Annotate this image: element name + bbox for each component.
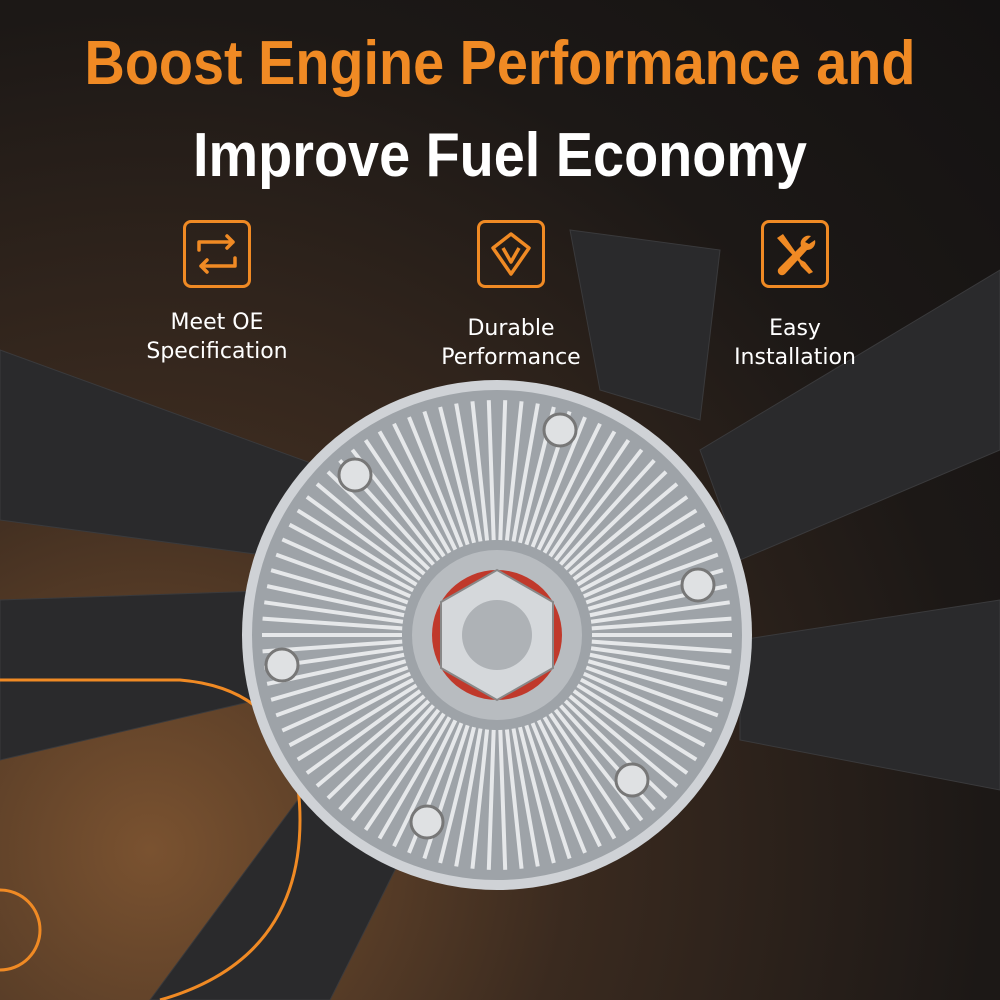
mounting-bolt-hole <box>680 567 716 603</box>
mounting-bolt-hole <box>264 647 300 683</box>
cooling-fin <box>563 470 668 571</box>
cooling-fin <box>422 410 470 546</box>
cooling-fin <box>591 639 732 654</box>
cooling-fin <box>590 600 730 624</box>
cooling-fin <box>542 430 617 554</box>
arrows-exchange-icon <box>183 220 251 288</box>
cooling-fin <box>579 677 706 748</box>
cooling-fin <box>392 422 458 551</box>
feature-label-line2: Specification <box>146 339 288 364</box>
cooling-fin <box>530 416 587 548</box>
cooling-fin <box>438 726 476 864</box>
cooling-fin <box>576 683 698 762</box>
cooling-fin <box>296 508 418 587</box>
cooling-fin <box>470 729 490 869</box>
cooling-fin <box>288 522 415 593</box>
cooling-fin <box>589 652 728 686</box>
orange-accent-circle <box>0 888 42 972</box>
cooling-fin <box>377 716 452 840</box>
cooling-fin <box>275 665 409 718</box>
cooling-fin <box>363 712 446 831</box>
cooling-fin <box>572 495 689 581</box>
cooling-fin <box>326 699 431 800</box>
cooling-fin <box>536 422 602 551</box>
cooling-fin <box>270 659 407 702</box>
cooling-fin <box>536 719 602 848</box>
cooling-fin <box>579 522 706 593</box>
cooling-fin <box>392 719 458 848</box>
cooling-fin <box>587 659 724 702</box>
feature-label-line2: Installation <box>734 345 856 370</box>
cooling-fin <box>281 537 412 599</box>
headline-line-2: Improve Fuel Economy <box>193 121 807 190</box>
cooling-fin <box>305 689 422 775</box>
feature-label-line1: Meet OE <box>170 310 264 335</box>
cooling-fin <box>576 508 698 587</box>
cooling-fin <box>266 584 405 618</box>
cooling-fin <box>548 712 631 831</box>
cooling-fin <box>363 439 446 558</box>
cooling-fin <box>590 646 730 670</box>
cooling-fin <box>504 401 524 541</box>
cooling-fin <box>568 694 679 788</box>
cooling-fin <box>504 729 524 869</box>
cooling-fin <box>524 724 572 860</box>
cooling-fin <box>559 459 656 566</box>
cooling-fin <box>585 552 719 605</box>
feature-easy-installation: Easy Installation <box>685 220 905 372</box>
cooling-fin <box>585 665 719 718</box>
cooling-fin <box>470 401 490 541</box>
cooling-fin <box>315 482 426 576</box>
cooling-fin <box>486 400 496 541</box>
cooling-fin <box>270 568 407 611</box>
cooling-fin <box>591 616 732 631</box>
cooling-fin <box>498 729 508 870</box>
cooling-fin <box>438 406 476 544</box>
cooling-fin <box>350 708 441 822</box>
cooling-fin <box>542 716 617 840</box>
cooling-fin <box>305 495 422 581</box>
feature-durable-performance: Durable Performance <box>401 220 621 372</box>
cooling-fin <box>486 729 496 870</box>
cooling-fin <box>454 403 483 542</box>
cooling-fin <box>288 677 415 748</box>
mounting-bolt-hole <box>614 762 650 798</box>
cooling-fin <box>315 694 426 788</box>
cooling-fin <box>281 671 412 733</box>
feature-oe-specification: Meet OE Specification <box>107 220 327 366</box>
headline-line-1: Boost Engine Performance and <box>84 29 916 98</box>
cooling-fin <box>511 403 540 542</box>
mounting-bolt-hole <box>409 804 445 840</box>
cooling-fin <box>582 537 713 599</box>
feature-label-line1: Durable <box>467 316 555 341</box>
mounting-bolt-hole <box>542 412 578 448</box>
cooling-fin <box>498 400 508 541</box>
wrench-screwdriver-icon <box>761 220 829 288</box>
diamond-icon <box>477 220 545 288</box>
cooling-fin <box>572 689 689 775</box>
cooling-fin <box>582 671 713 733</box>
cooling-fin <box>553 708 644 822</box>
cooling-fin <box>530 722 587 854</box>
cooling-fin <box>407 416 464 548</box>
cooling-fin <box>553 448 644 562</box>
cooling-fin <box>296 683 418 762</box>
feature-label-line1: Easy <box>769 316 821 341</box>
cooling-fin <box>377 430 452 554</box>
cooling-fin <box>511 728 540 867</box>
cooling-fin <box>338 704 435 811</box>
cooling-fin <box>275 552 409 605</box>
orange-accent-curve <box>0 678 302 1000</box>
cooling-fin <box>454 728 483 867</box>
cooling-fin <box>518 726 556 864</box>
mounting-bolt-hole <box>337 457 373 493</box>
cooling-fin <box>262 616 403 631</box>
cooling-fin <box>264 600 404 624</box>
fan-clutch <box>242 380 752 890</box>
cooling-fin <box>548 439 631 558</box>
feature-label-line2: Performance <box>441 345 581 370</box>
cooling-fin <box>568 482 679 576</box>
